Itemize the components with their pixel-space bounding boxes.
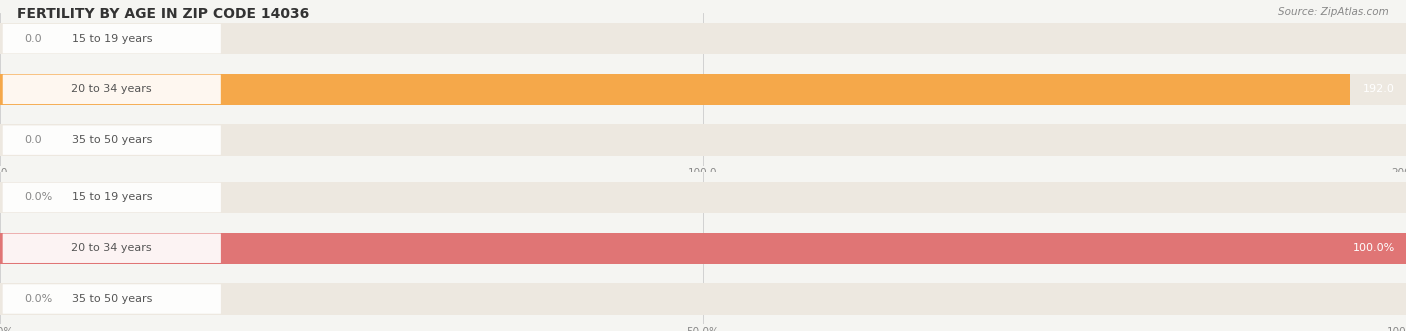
Bar bbox=[0, 23, 1406, 54]
FancyBboxPatch shape bbox=[3, 284, 221, 314]
Text: 20 to 34 years: 20 to 34 years bbox=[72, 243, 152, 253]
Text: 15 to 19 years: 15 to 19 years bbox=[72, 193, 152, 203]
FancyBboxPatch shape bbox=[3, 125, 221, 155]
FancyBboxPatch shape bbox=[3, 234, 221, 263]
Text: 35 to 50 years: 35 to 50 years bbox=[72, 135, 152, 145]
Text: 35 to 50 years: 35 to 50 years bbox=[72, 294, 152, 304]
Bar bbox=[0, 232, 1406, 264]
Bar bbox=[0, 73, 1406, 105]
Text: 0.0: 0.0 bbox=[24, 34, 42, 44]
Bar bbox=[0, 182, 1406, 213]
Bar bbox=[0, 232, 1406, 264]
Text: 192.0: 192.0 bbox=[1362, 84, 1395, 94]
FancyBboxPatch shape bbox=[3, 183, 221, 212]
Text: 100.0%: 100.0% bbox=[1353, 243, 1395, 253]
Text: 0.0%: 0.0% bbox=[24, 294, 52, 304]
Text: 15 to 19 years: 15 to 19 years bbox=[72, 34, 152, 44]
Bar bbox=[0, 73, 1350, 105]
Text: 0.0%: 0.0% bbox=[24, 193, 52, 203]
Bar bbox=[0, 283, 1406, 315]
Text: 20 to 34 years: 20 to 34 years bbox=[72, 84, 152, 94]
Text: Source: ZipAtlas.com: Source: ZipAtlas.com bbox=[1278, 7, 1389, 17]
FancyBboxPatch shape bbox=[3, 24, 221, 53]
Bar bbox=[0, 124, 1406, 156]
FancyBboxPatch shape bbox=[3, 75, 221, 104]
Text: 0.0: 0.0 bbox=[24, 135, 42, 145]
Text: FERTILITY BY AGE IN ZIP CODE 14036: FERTILITY BY AGE IN ZIP CODE 14036 bbox=[17, 7, 309, 21]
